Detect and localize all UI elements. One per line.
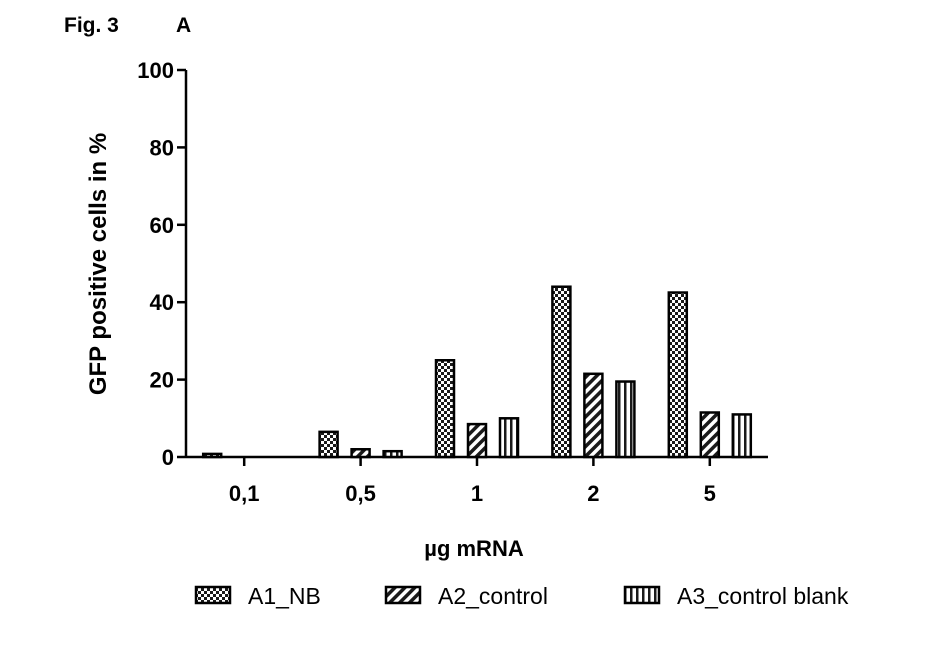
- bars: [201, 285, 753, 459]
- bar-diagonal: [583, 372, 604, 459]
- y-tick-label: 20: [150, 368, 174, 393]
- y-tick-label: 80: [150, 135, 174, 160]
- bar-vertical: [382, 449, 403, 459]
- bar-checker: [434, 359, 456, 459]
- legend: A1_NB A2_control A3_control blank: [194, 583, 849, 609]
- legend-label: A1_NB: [248, 583, 321, 609]
- bar-diagonal: [350, 448, 371, 459]
- legend-label: A3_control blank: [677, 583, 849, 609]
- bar-checker: [201, 452, 223, 459]
- y-tick-label: 60: [150, 213, 174, 238]
- bar-vertical: [498, 417, 520, 459]
- bar-checker: [551, 285, 572, 459]
- x-axis-label: µg mRNA: [424, 536, 524, 561]
- y-tick-label: 100: [137, 58, 174, 83]
- bar-checker: [667, 291, 689, 459]
- legend-swatch: [623, 585, 661, 605]
- y-ticks: 0 20 40 60 80 100: [137, 58, 186, 470]
- y-tick-label: 40: [150, 290, 174, 315]
- bar-vertical: [615, 380, 636, 459]
- x-tick-label: 0,5: [345, 481, 376, 506]
- x-tick-label: 1: [471, 481, 483, 506]
- bar-vertical: [731, 413, 753, 459]
- legend-swatch: [194, 585, 232, 605]
- panel-label: A: [176, 14, 192, 37]
- legend-label: A2_control: [438, 583, 548, 609]
- legend-swatch: [384, 585, 422, 605]
- x-ticks: 0,1 0,5 1 2 5: [229, 457, 716, 506]
- x-tick-label: 0,1: [229, 481, 260, 506]
- y-tick-label: 0: [162, 445, 174, 470]
- bar-diagonal: [466, 422, 488, 459]
- bar-diagonal: [699, 411, 721, 459]
- figure-label: Fig. 3: [64, 14, 119, 37]
- x-tick-label: 2: [587, 481, 599, 506]
- y-axis-label: GFP positive cells in %: [85, 133, 112, 395]
- x-tick-label: 5: [704, 481, 716, 506]
- bar-checker: [318, 430, 339, 459]
